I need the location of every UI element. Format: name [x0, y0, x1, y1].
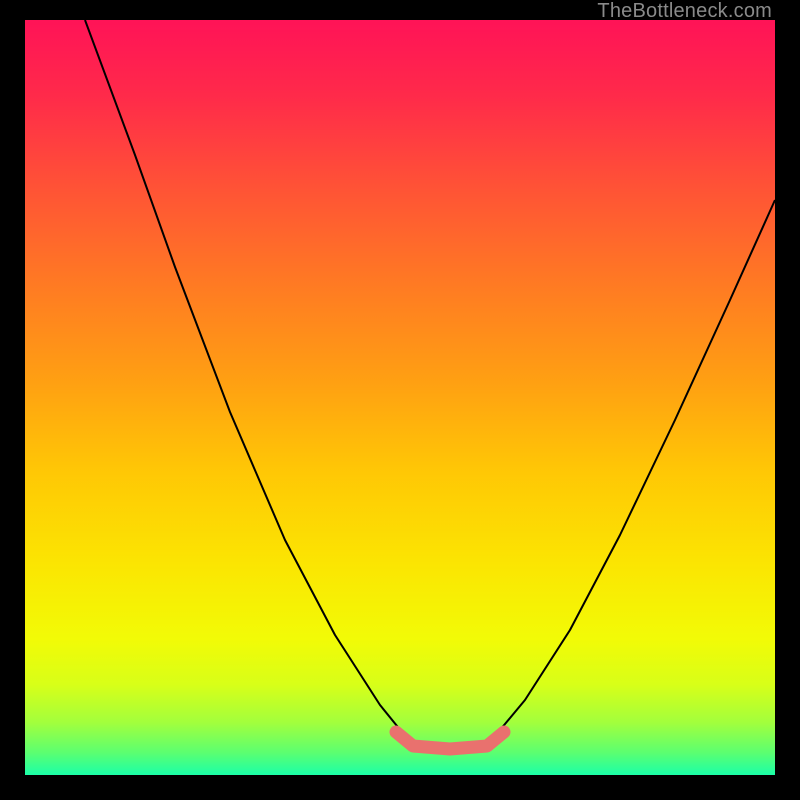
plot-area	[25, 20, 775, 775]
bottleneck-curve	[25, 20, 775, 775]
curve-bottom-segment	[396, 732, 504, 749]
curve-right-branch	[490, 200, 775, 742]
curve-left-branch	[85, 20, 410, 742]
chart-frame: TheBottleneck.com	[0, 0, 800, 800]
watermark-text: TheBottleneck.com	[597, 0, 772, 23]
